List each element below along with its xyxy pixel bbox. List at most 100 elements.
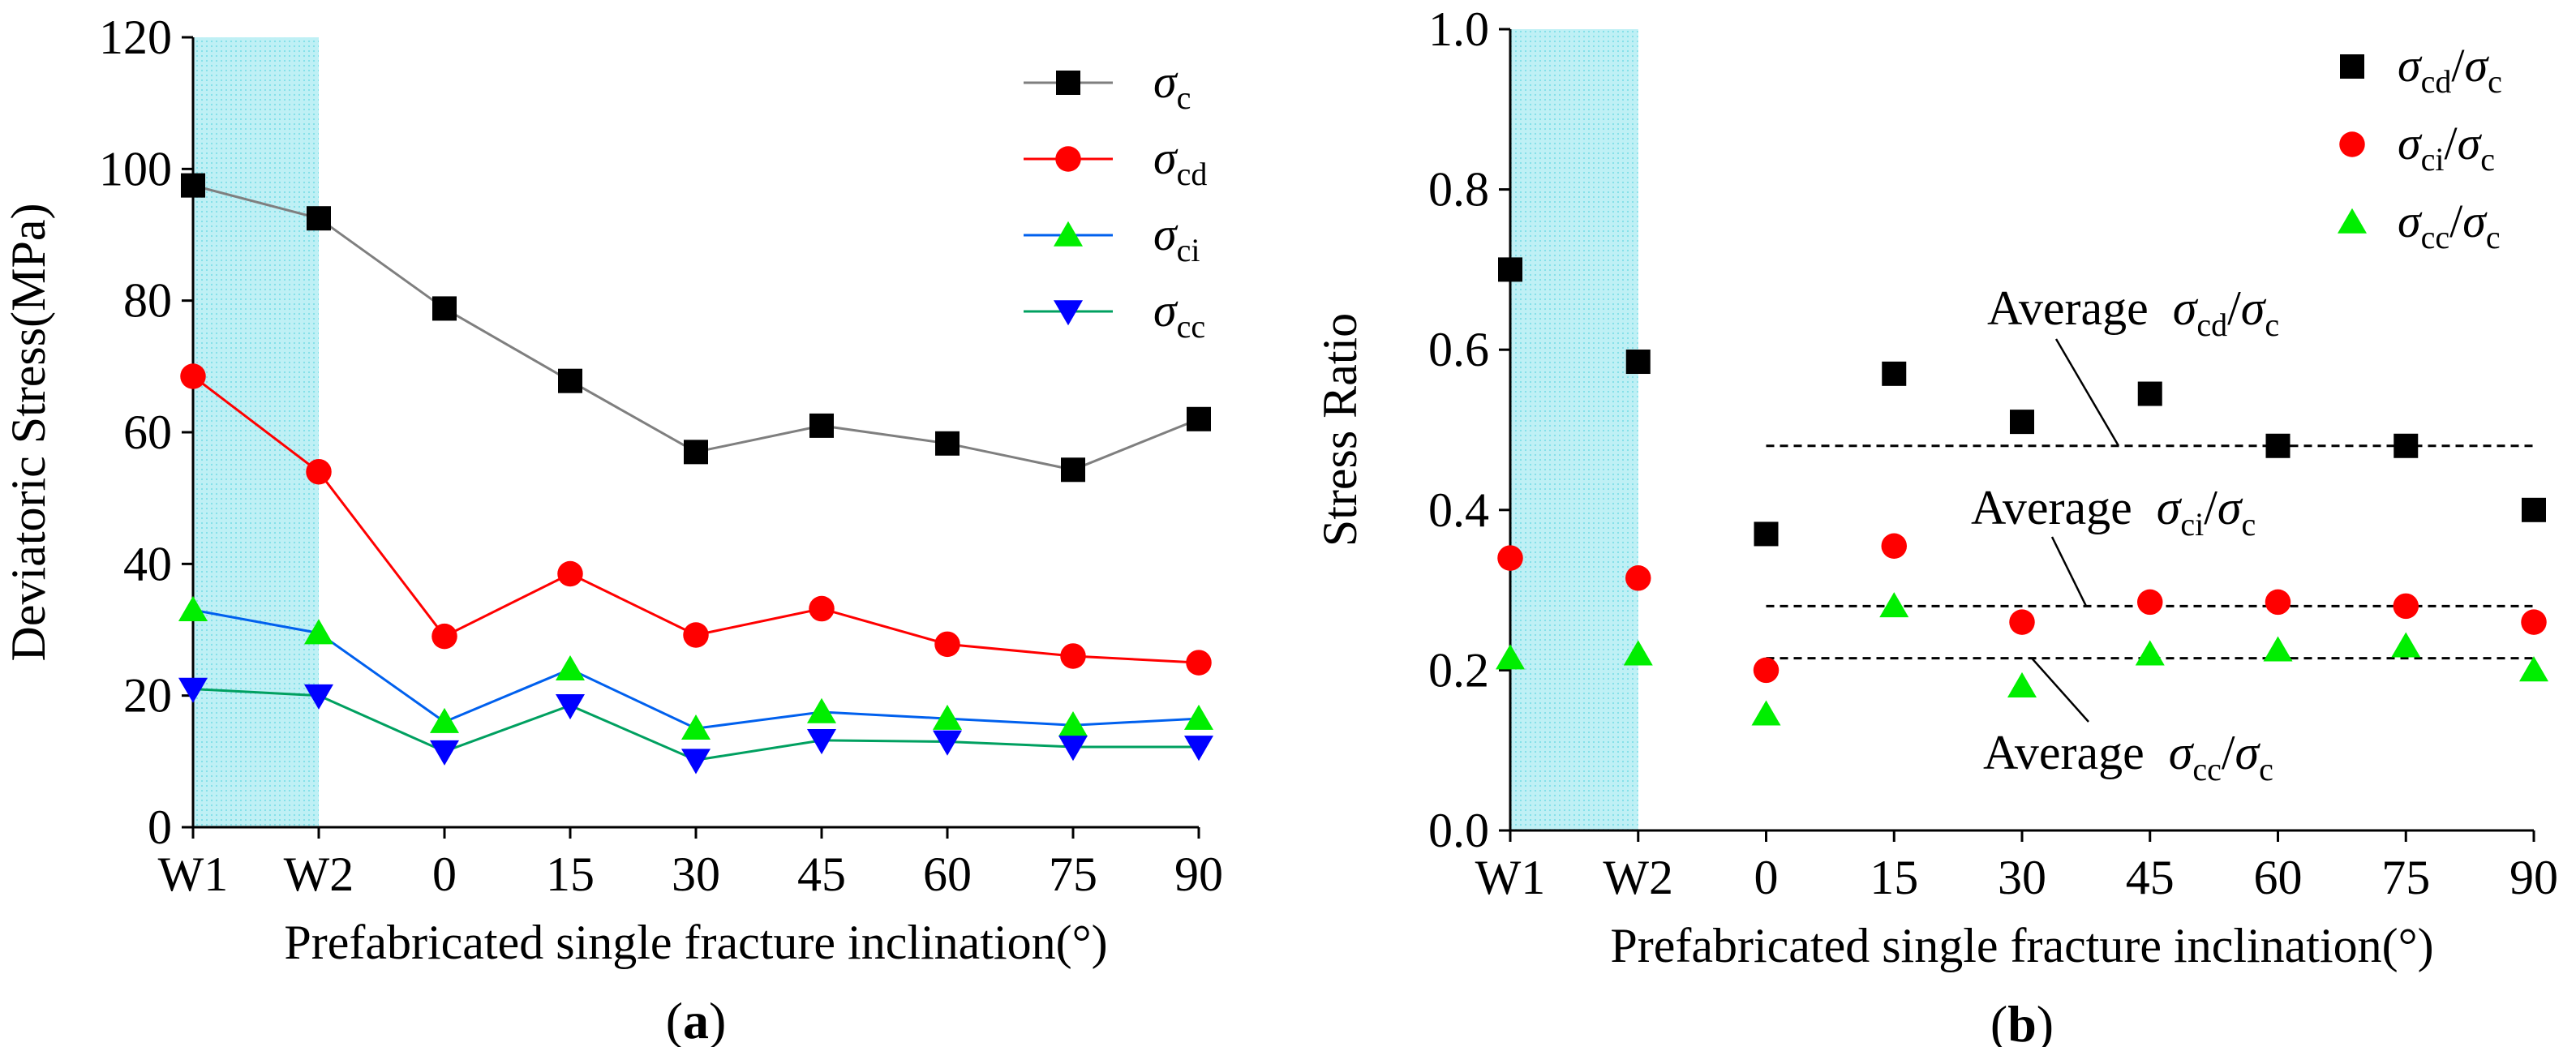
x-tick-label: 30 (672, 847, 720, 901)
annotation-num-sub: cc (2192, 751, 2222, 787)
data-point (304, 619, 333, 645)
data-point (1625, 350, 1651, 375)
data-point (558, 368, 582, 393)
y-tick-label: 0 (148, 800, 172, 854)
data-point (178, 595, 208, 621)
legend-marker (1054, 221, 1083, 247)
legend-sigma: σ (1153, 55, 1179, 108)
legend-sigma: σ (2398, 195, 2423, 247)
x-tick-label: 90 (1174, 847, 1223, 901)
y-tick-label: 60 (123, 405, 172, 459)
x-tick-label: 60 (2254, 851, 2303, 904)
y-tick-label: 0.4 (1428, 483, 1489, 537)
legend-label: σc (1153, 55, 1191, 116)
data-point (556, 694, 585, 720)
data-point (933, 730, 962, 756)
data-point (2394, 433, 2419, 458)
x-tick-label: 0 (1754, 851, 1779, 904)
data-point (2391, 632, 2421, 658)
panel-a: W1 W2 0 15 30 45 60 75 90 0 20 40 60 80 100 120 Prefabri… (2, 11, 1223, 1047)
data-point (1754, 521, 1779, 547)
panel-label-letter: a (683, 992, 709, 1047)
legend-slash: / (2444, 117, 2458, 169)
legend-slash: / (2449, 195, 2463, 247)
legend-den-sub: c (2486, 219, 2501, 255)
panel-label-close: ) (2037, 995, 2054, 1047)
series-cc (178, 677, 1213, 775)
x-tick-label: 75 (1049, 847, 1097, 901)
data-point (1498, 257, 1522, 282)
series-ci (178, 595, 1213, 740)
legend-subscript: cd (1177, 156, 1208, 192)
x-tick-label: 60 (923, 847, 972, 901)
legend-sigma: σ (1153, 208, 1179, 260)
panel-label: (b) (1990, 995, 2054, 1047)
data-point (306, 458, 332, 485)
data-point (1625, 565, 1651, 591)
data-point (1061, 457, 1085, 483)
y-tick-label: 0.0 (1428, 804, 1489, 857)
series-cd (180, 363, 1212, 676)
annotation-num-sub: cd (2196, 307, 2227, 343)
data-point (431, 623, 457, 650)
data-point (556, 654, 585, 680)
data-point (2137, 381, 2162, 406)
panel-label-open: ( (666, 992, 683, 1047)
data-point (935, 431, 960, 456)
annotation-slash: / (2227, 281, 2241, 335)
data-point (1879, 592, 1909, 618)
data-point (304, 684, 333, 710)
data-point (432, 296, 457, 321)
data-point (1496, 644, 1525, 670)
x-axis-title: Prefabricated single fracture inclinatio… (1610, 919, 2433, 972)
y-tick-label: 0.8 (1428, 163, 1489, 217)
y-tick-label: 20 (123, 669, 172, 723)
x-tick-label: 75 (2381, 851, 2430, 904)
data-point (1753, 657, 1780, 684)
data-point (307, 206, 331, 231)
legend-marker (1055, 146, 1081, 172)
data-point (1881, 533, 1907, 560)
series-line (192, 375, 1200, 664)
annotation-sigma: σ (2218, 481, 2243, 534)
data-point (2393, 593, 2419, 620)
annotation-den-sub: c (2241, 506, 2256, 543)
annotation-sigma: σ (2157, 481, 2183, 534)
legend-sigma: σ (2398, 39, 2423, 92)
annotation-slash: / (2222, 726, 2235, 779)
data-point (2009, 609, 2035, 635)
data-point (1751, 700, 1781, 726)
data-point (2519, 656, 2548, 682)
legend-den-sub: c (2480, 141, 2495, 178)
data-point (1184, 736, 1213, 762)
y-tick-label: 0.2 (1428, 643, 1489, 697)
y-tick-label: 0.6 (1428, 323, 1489, 376)
data-point (430, 740, 459, 766)
annotation-sigma: σ (2235, 726, 2261, 779)
data-point (807, 697, 836, 723)
annotation-leader (2031, 657, 2089, 723)
annotation-prefix: Average (1971, 481, 2132, 534)
legend-subscript: cc (1177, 308, 1206, 345)
annotation-slash: / (2204, 481, 2218, 534)
series-line (192, 184, 1200, 471)
series-cd (1498, 257, 2546, 547)
x-tick-label: 15 (1870, 851, 1918, 904)
legend-sigma: σ (2465, 39, 2490, 92)
legend-label: σcd (1153, 131, 1207, 192)
annotation-num-sub: ci (2180, 506, 2204, 543)
data-point (2137, 589, 2163, 616)
data-point (2263, 636, 2293, 662)
data-point (2007, 672, 2037, 697)
legend-sigma: σ (2458, 117, 2483, 169)
legend-subscript: c (1177, 79, 1191, 116)
legend-num-sub: cd (2421, 63, 2452, 100)
data-point (2265, 589, 2291, 616)
legend-marker (1056, 71, 1080, 95)
data-point (933, 704, 962, 730)
data-point (1187, 406, 1211, 431)
legend-sigma: σ (2462, 195, 2488, 247)
x-axis-title: Prefabricated single fracture inclinatio… (284, 916, 1107, 969)
